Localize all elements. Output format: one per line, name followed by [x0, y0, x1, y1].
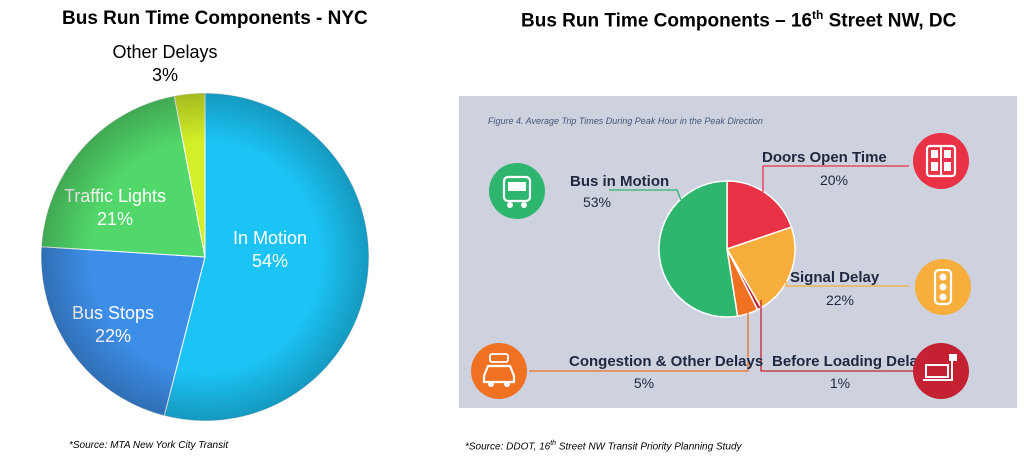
signal-icon — [915, 259, 971, 315]
dc-source-sup: th — [550, 440, 557, 447]
dc-pct-before-loading-delay: 1% — [830, 375, 850, 391]
dc-title-end: Street NW, DC — [823, 10, 957, 32]
dc-title-sup: th — [812, 8, 824, 22]
dc-label-signal-delay: Signal Delay — [790, 269, 880, 286]
dc-title-main: Bus Run Time Components – 16 — [521, 10, 813, 32]
nyc-pct-other-delays: 3% — [152, 65, 178, 85]
nyc-label-traffic-lights: Traffic Lights — [64, 186, 166, 206]
dc-leader-line-doors-open-time — [762, 165, 909, 192]
dc-label-before-loading-delay: Before Loading Delay — [772, 353, 927, 370]
dc-figure-caption: Figure 4. Average Trip Times During Peak… — [488, 116, 763, 126]
nyc-pie-chart: In Motion 54% Bus Stops 22% Traffic Lights 21… — [40, 42, 370, 422]
dc-leader-line-signal-delay — [785, 271, 909, 287]
dc-source-note: *Source: DDOT, 16th Street NW Transit Pr… — [465, 440, 742, 452]
dc-leader-line-before-loading-delay — [760, 300, 929, 372]
dc-leader-line-congestion-and-other-delays — [529, 306, 749, 372]
dc-pie-chart: Bus in Motion 53% Doors Open Time 20% Signal… — [471, 133, 971, 399]
stop-icon — [913, 343, 969, 399]
dc-label-bus-in-motion: Bus in Motion — [570, 173, 669, 190]
dc-leader-line-bus-in-motion — [609, 189, 682, 201]
dc-slice-bus-in-motion — [658, 180, 739, 318]
nyc-label-bus-stops: Bus Stops — [72, 303, 154, 323]
nyc-chart-title: Bus Run Time Components - NYC — [62, 8, 368, 29]
dc-pct-bus-in-motion: 53% — [583, 194, 611, 210]
dc-pct-signal-delay: 22% — [826, 292, 854, 308]
dc-label-doors-open-time: Doors Open Time — [762, 149, 887, 166]
bus-icon — [489, 163, 545, 219]
nyc-pct-traffic-lights: 21% — [97, 209, 133, 229]
nyc-label-in-motion: In Motion — [233, 228, 307, 248]
dc-pct-congestion-and-other-delays: 5% — [634, 375, 654, 391]
nyc-source-note: *Source: MTA New York City Transit — [69, 440, 229, 451]
dc-pct-doors-open-time: 20% — [820, 172, 848, 188]
nyc-label-other-delays: Other Delays — [112, 42, 217, 62]
nyc-pct-bus-stops: 22% — [95, 326, 131, 346]
car-icon — [471, 343, 527, 399]
dc-source-suffix: Street NW Transit Priority Planning Stud… — [556, 441, 742, 453]
dc-figure-panel: Figure 4. Average Trip Times During Peak… — [459, 96, 1017, 408]
dc-slice-signal-delay — [725, 226, 796, 309]
nyc-pct-in-motion: 54% — [252, 251, 288, 271]
dc-label-congestion-and-other-delays: Congestion & Other Delays — [569, 353, 763, 370]
dc-source-prefix: *Source: DDOT, 16 — [465, 441, 551, 453]
dc-chart-title: Bus Run Time Components – 16th Street NW… — [521, 8, 956, 32]
doors-icon — [913, 133, 969, 189]
